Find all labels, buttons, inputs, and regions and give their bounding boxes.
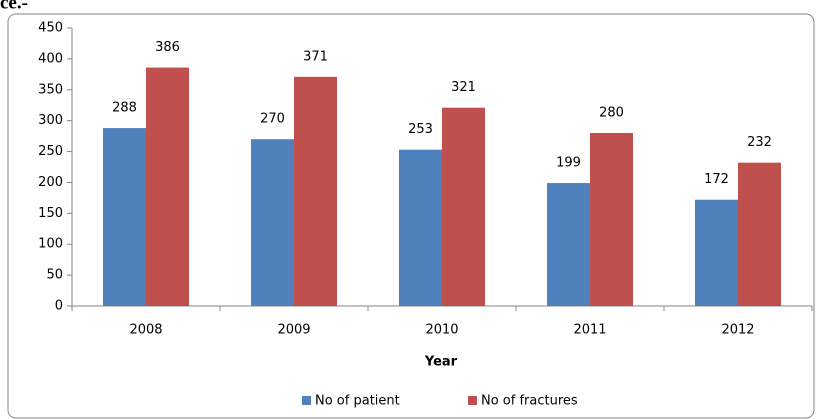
caption-bg bbox=[0, 0, 50, 13]
bar bbox=[695, 199, 738, 306]
bar bbox=[251, 139, 294, 306]
x-tick-label: 2010 bbox=[425, 323, 458, 338]
value-label: 386 bbox=[155, 40, 180, 55]
x-tick-label: 2009 bbox=[277, 323, 310, 338]
legend-swatch bbox=[302, 396, 311, 405]
y-tick-label: 300 bbox=[38, 113, 63, 128]
bar bbox=[442, 107, 485, 307]
y-tick-label: 100 bbox=[38, 237, 63, 252]
caption-fragment: ce.- bbox=[0, 0, 28, 13]
y-tick-label: 400 bbox=[38, 51, 63, 66]
legend-label: No of patient bbox=[315, 394, 400, 409]
legend-swatch bbox=[468, 396, 477, 405]
x-axis-title: Year bbox=[424, 355, 458, 370]
value-label: 371 bbox=[303, 49, 328, 64]
x-tick-label: 2012 bbox=[721, 323, 754, 338]
bar bbox=[294, 76, 337, 306]
bar bbox=[103, 128, 146, 306]
y-tick-label: 50 bbox=[46, 268, 63, 283]
y-tick-label: 350 bbox=[38, 82, 63, 97]
x-tick-label: 2011 bbox=[573, 323, 606, 338]
y-tick-label: 150 bbox=[38, 206, 63, 221]
y-tick-label: 0 bbox=[55, 299, 63, 314]
legend-label: No of fractures bbox=[481, 394, 578, 409]
x-tick-label: 2008 bbox=[129, 323, 162, 338]
bar bbox=[547, 183, 590, 306]
value-label: 321 bbox=[451, 80, 476, 95]
y-tick-label: 250 bbox=[38, 144, 63, 159]
value-label: 172 bbox=[704, 172, 729, 187]
value-label: 232 bbox=[747, 135, 772, 150]
bar bbox=[146, 67, 189, 306]
value-label: 288 bbox=[112, 101, 137, 116]
value-label: 280 bbox=[599, 106, 624, 121]
bar bbox=[590, 133, 633, 306]
value-label: 199 bbox=[556, 156, 581, 171]
y-tick-label: 450 bbox=[38, 21, 63, 36]
bar bbox=[399, 149, 442, 306]
bar bbox=[738, 162, 781, 306]
y-tick-label: 200 bbox=[38, 175, 63, 190]
value-label: 270 bbox=[260, 112, 285, 127]
value-label: 253 bbox=[408, 122, 433, 137]
